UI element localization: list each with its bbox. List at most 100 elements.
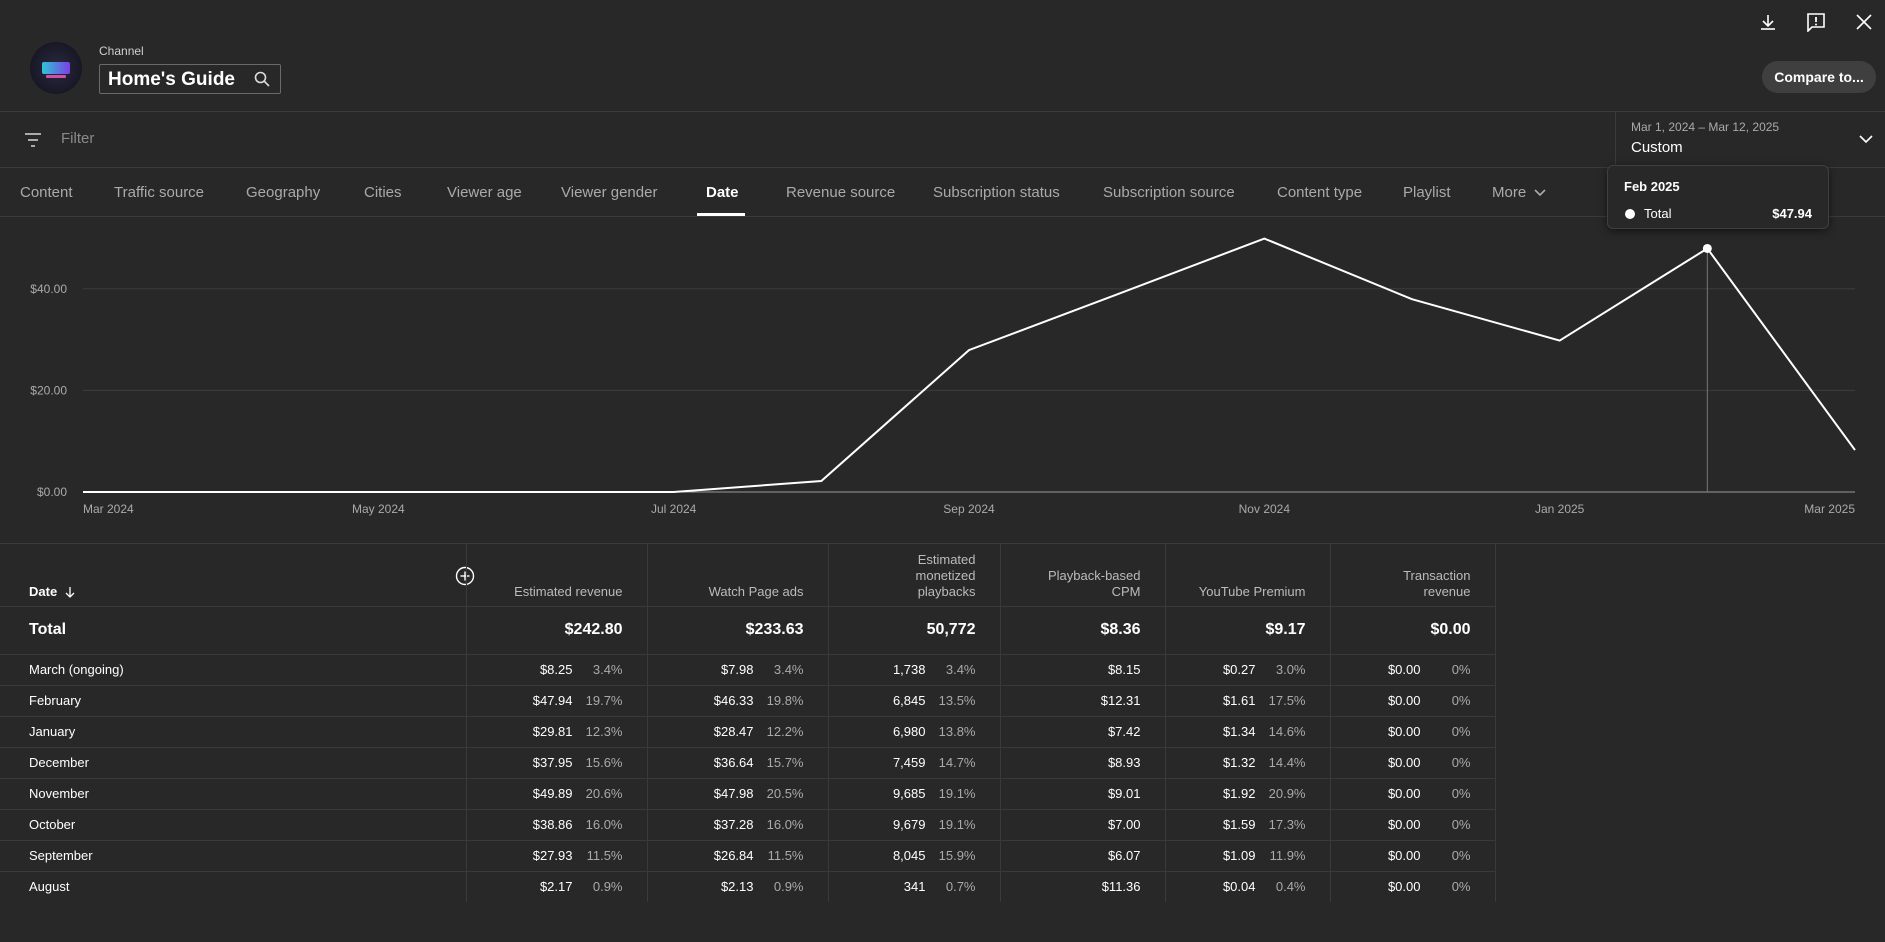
cell-value: $27.93 <box>532 848 573 863</box>
table-row[interactable]: September $27.93 11.5% $26.84 11.5% 8,045 15.9… <box>0 839 1496 871</box>
feedback-icon[interactable] <box>1806 12 1826 32</box>
cell-percent: 12.2% <box>766 724 804 739</box>
cell-percent: 0.7% <box>945 879 976 895</box>
channel-selector[interactable]: Home's Guide <box>99 64 281 94</box>
column-header-text: playbacks <box>917 583 976 599</box>
channel-avatar[interactable] <box>30 42 82 94</box>
cell-value: $36.64 <box>713 755 754 770</box>
tab-subscription-status[interactable]: Subscription status <box>933 184 1060 201</box>
table-cell: $47.98 20.5% <box>647 777 829 809</box>
cell-percent: 16.0% <box>766 817 804 832</box>
column-header-text: monetized <box>915 567 976 583</box>
column-header[interactable]: Transaction revenue <box>1330 544 1496 606</box>
cell-percent: 0% <box>1451 755 1471 770</box>
table-cell: $8.93 <box>1000 746 1166 778</box>
date-range-label: Custom <box>1631 139 1683 156</box>
table-cell: 1,738 3.4% <box>828 653 1001 685</box>
table-row[interactable]: March (ongoing) $8.25 3.4% $7.98 3.4% 1,738 3.… <box>0 653 1496 685</box>
tab-playlist[interactable]: Playlist <box>1403 184 1451 201</box>
column-header-date[interactable]: Date <box>0 544 467 606</box>
column-header-text: Transaction <box>1403 567 1471 583</box>
table-row[interactable]: January $29.81 12.3% $28.47 12.2% 6,980 13.8% $… <box>0 715 1496 747</box>
cell-percent: 14.4% <box>1268 755 1306 770</box>
table-cell: $7.98 3.4% <box>647 653 829 685</box>
cell-percent: 19.1% <box>938 786 976 801</box>
filter-input[interactable]: Filter <box>61 130 95 147</box>
row-date-label: October <box>0 808 467 840</box>
compare-button[interactable]: Compare to... <box>1762 61 1876 93</box>
cell-value: $28.47 <box>713 724 754 739</box>
date-range-dates: Mar 1, 2024 – Mar 12, 2025 <box>1631 120 1780 134</box>
column-header-text: Watch Page ads <box>708 583 804 599</box>
table-row[interactable]: February $47.94 19.7% $46.33 19.8% 6,845 13.5%… <box>0 684 1496 716</box>
channel-name: Home's Guide <box>108 69 235 90</box>
sort-down-icon <box>65 586 75 598</box>
tab-content[interactable]: Content <box>20 184 73 201</box>
total-value: $233.63 <box>647 605 829 654</box>
table-row[interactable]: December $37.95 15.6% $36.64 15.7% 7,459 14.7%… <box>0 746 1496 778</box>
tab-revenue-source[interactable]: Revenue source <box>786 184 896 201</box>
cell-percent: 11.5% <box>767 848 804 863</box>
cell-value: $1.09 <box>1222 848 1256 863</box>
cell-value: $12.31 <box>1100 693 1141 708</box>
column-header[interactable]: YouTube Premium <box>1165 544 1331 606</box>
table-cell: $29.81 12.3% <box>466 715 648 747</box>
y-tick-label: $0.00 <box>37 485 67 499</box>
search-icon[interactable] <box>254 71 270 87</box>
table-cell: $6.07 <box>1000 839 1166 871</box>
table-row[interactable]: November $49.89 20.6% $47.98 20.5% 9,685 19.1%… <box>0 777 1496 809</box>
date-range-picker[interactable]: Mar 1, 2024 – Mar 12, 2025 Custom <box>1615 112 1885 168</box>
column-header[interactable]: Estimated monetized playbacks <box>828 544 1001 606</box>
chevron-down-icon <box>1859 135 1873 144</box>
download-icon[interactable] <box>1758 12 1778 32</box>
table-body: Total $242.80 $233.63 50,772 $8.36 $9.17 $0.00… <box>0 605 1496 902</box>
column-header[interactable]: Playback-based CPM <box>1000 544 1166 606</box>
tab-more[interactable]: More <box>1492 184 1546 201</box>
tooltip-series-dot <box>1625 209 1635 219</box>
column-header-text: Estimated revenue <box>514 583 623 599</box>
tooltip-title: Feb 2025 <box>1624 179 1680 194</box>
sort-column-label: Date <box>29 583 58 599</box>
cell-percent: 17.5% <box>1268 693 1306 708</box>
table-total-row: Total $242.80 $233.63 50,772 $8.36 $9.17 $0.00 <box>0 605 1496 654</box>
tab-geography[interactable]: Geography <box>246 184 321 201</box>
row-date-label: February <box>0 684 467 716</box>
cell-percent: 15.7% <box>766 755 804 770</box>
table-row[interactable]: August $2.17 0.9% $2.13 0.9% 341 0.7% $11.36 $0.… <box>0 870 1496 902</box>
table-row[interactable]: October $38.86 16.0% $37.28 16.0% 9,679 19.1% $… <box>0 808 1496 840</box>
cell-percent: 16.0% <box>585 817 623 832</box>
table-header-row: Date Estimated revenue Watch Page ads Esti… <box>0 544 1496 606</box>
table-cell: $2.13 0.9% <box>647 870 829 902</box>
cell-percent: 14.6% <box>1268 724 1306 739</box>
column-header[interactable]: Watch Page ads <box>647 544 829 606</box>
table-cell: $36.64 15.7% <box>647 746 829 778</box>
cell-value: 9,685 <box>892 786 926 801</box>
cell-percent: 14.7% <box>938 755 976 770</box>
column-header-text: YouTube Premium <box>1198 583 1306 599</box>
tab-cities[interactable]: Cities <box>364 184 402 201</box>
tab-traffic-source[interactable]: Traffic source <box>114 184 205 201</box>
close-icon[interactable] <box>1854 12 1874 32</box>
total-value: $9.17 <box>1165 605 1331 654</box>
cell-value: $0.00 <box>1387 755 1421 770</box>
tab-viewer-age[interactable]: Viewer age <box>447 184 522 201</box>
table-cell: $2.17 0.9% <box>466 870 648 902</box>
cell-percent: 0.9% <box>773 879 804 895</box>
cell-value: $7.42 <box>1107 724 1141 739</box>
tab-content-type[interactable]: Content type <box>1277 184 1363 201</box>
cell-value: $0.00 <box>1387 662 1421 677</box>
cell-value: $0.00 <box>1387 817 1421 832</box>
table-cell: $12.31 <box>1000 684 1166 716</box>
tab-subscription-source[interactable]: Subscription source <box>1103 184 1235 201</box>
table-cell: $1.59 17.3% <box>1165 808 1331 840</box>
filter-icon[interactable] <box>24 132 42 148</box>
table-cell: 341 0.7% <box>828 870 1001 902</box>
row-date-label: March (ongoing) <box>0 653 467 685</box>
cell-percent: 19.1% <box>938 817 976 832</box>
tab-date[interactable]: Date <box>706 184 739 201</box>
cell-value: $1.34 <box>1222 724 1256 739</box>
cell-percent: 19.8% <box>766 693 804 708</box>
column-header[interactable]: Estimated revenue <box>466 544 648 606</box>
active-tab-indicator <box>697 213 745 216</box>
tab-viewer-gender[interactable]: Viewer gender <box>561 184 658 201</box>
